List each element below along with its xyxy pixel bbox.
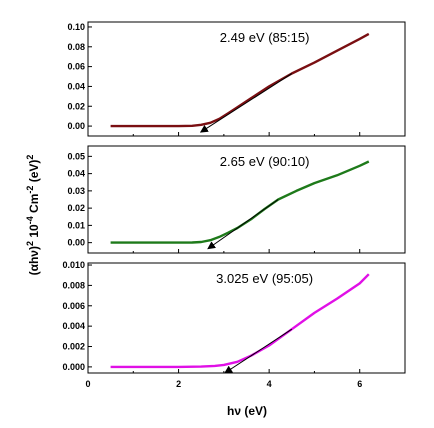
y-tick-label: 0.08: [67, 42, 85, 52]
tangent-arrow: [224, 328, 293, 374]
y-axis-label: (αhν)2 10-4 Cm-2 (eV)2: [25, 155, 41, 276]
tangent-arrow: [199, 73, 293, 133]
series-line: [110, 160, 370, 244]
series-line: [110, 32, 370, 128]
panel-3: 0.000 0.002 0.004 0.006 0.008 0.010 3.025 eV (…: [62, 260, 406, 389]
y-tick-label: 0.008: [62, 280, 85, 290]
tangent-arrow: [207, 199, 279, 250]
y-tick-label: 0.010: [62, 260, 85, 270]
band-gap-annotation: 2.65 eV (90:10): [220, 154, 310, 169]
panel-2: 0.00 0.01 0.02 0.03 0.04 0.05 2.65 eV (90:10): [67, 145, 406, 254]
x-axis-label-main: hν: [227, 404, 241, 418]
x-tick-label: 4: [267, 379, 272, 389]
x-tick-label: 6: [357, 379, 362, 389]
y-label-open: (: [27, 271, 41, 275]
y-label-sup-neg4: -4: [25, 216, 35, 224]
y-tick-label: 0.10: [67, 22, 85, 32]
y-tick-label: 0.02: [67, 203, 85, 213]
y-tick-label: 0.000: [62, 362, 85, 372]
y-label-cm: Cm: [27, 194, 41, 217]
x-axis-label-unit: (eV): [244, 404, 267, 418]
y-tick-label: 0.002: [62, 342, 85, 352]
panel-frame: [87, 21, 406, 137]
y-tick-label: 0.01: [67, 220, 85, 230]
y-tick-label: 0.06: [67, 62, 85, 72]
y-tick-label: 0.05: [67, 151, 85, 161]
panel-1: 0.00 0.02 0.04 0.06 0.08 0.10 2.49 eV (85:15): [67, 21, 406, 137]
y-tick-label: 0.00: [67, 238, 85, 248]
panels-group: 0.000.020.040.060.080.102.49 eV (85:15)0…: [62, 21, 406, 389]
x-tick-label: 2: [176, 379, 181, 389]
y-label-h: h: [27, 257, 41, 264]
panel-frame: [87, 262, 406, 374]
band-gap-annotation: 2.49 eV (85:15): [220, 30, 310, 45]
y-tick-label: 0.03: [67, 186, 85, 196]
y-tick-label: 0.004: [62, 321, 85, 331]
y-tick-label: 0.04: [67, 81, 85, 91]
y-label-alpha: α: [27, 263, 41, 271]
y-label-ev: (eV): [27, 160, 41, 186]
y-label-sup2a: 2: [25, 241, 35, 246]
y-label-close: ): [27, 246, 41, 250]
x-axis-label: hν (eV): [227, 404, 267, 418]
y-label-ten: 10: [27, 224, 41, 241]
y-tick-label: 0.02: [67, 101, 85, 111]
series-line: [110, 273, 370, 369]
band-gap-annotation: 3.025 eV (95:05): [216, 271, 313, 286]
y-label-sup-neg2: -2: [25, 186, 35, 194]
panel-frame: [87, 145, 406, 254]
y-tick-label: 0.00: [67, 121, 85, 131]
y-label-nu: ν: [27, 250, 41, 257]
y-tick-label: 0.006: [62, 301, 85, 311]
y-tick-label: 0.04: [67, 169, 85, 179]
y-label-sup2b: 2: [25, 155, 35, 160]
x-tick-label: 0: [85, 379, 90, 389]
